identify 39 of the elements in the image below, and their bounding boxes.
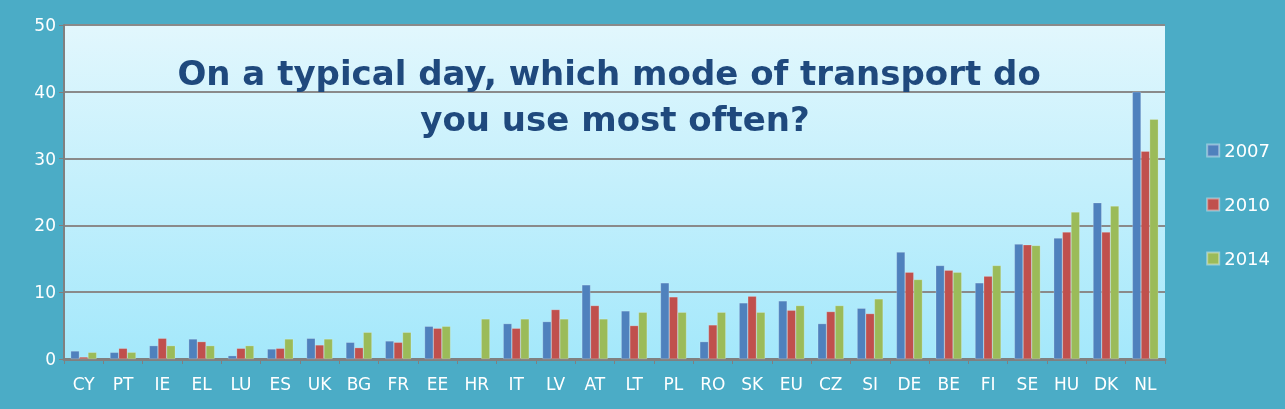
x-tick-label: UK xyxy=(307,373,333,394)
x-tick-label: LV xyxy=(545,373,566,394)
x-tick-label: ES xyxy=(269,373,292,394)
x-tick-label: LT xyxy=(625,373,644,394)
y-tick-label: 10 xyxy=(34,282,56,303)
x-tick-label: SE xyxy=(1016,373,1039,394)
x-tick-label: IE xyxy=(154,373,171,394)
x-tick-label: FR xyxy=(387,373,410,394)
x-tick-label: RO xyxy=(700,373,726,394)
legend-label: 2010 xyxy=(1224,194,1270,215)
x-tick-label: DK xyxy=(1093,373,1119,394)
text: On a typical day, which mode of transport do you use most often? xyxy=(177,53,1053,139)
x-tick-label: PT xyxy=(112,373,134,394)
y-tick-label: 30 xyxy=(34,148,56,169)
x-tick-label: BE xyxy=(937,373,960,394)
x-tick-label: HU xyxy=(1054,373,1080,394)
legend-label: 2014 xyxy=(1224,248,1270,269)
y-tick-label: 20 xyxy=(34,215,56,236)
x-tick-label: LU xyxy=(230,373,252,394)
x-tick-label: CY xyxy=(72,373,96,394)
x-tick-label: HR xyxy=(464,373,490,394)
x-tick-label: NL xyxy=(1134,373,1157,394)
bar xyxy=(481,318,490,359)
y-tick-label: 50 xyxy=(34,15,56,35)
x-tick-label: AT xyxy=(584,373,606,394)
x-tick-label: EU xyxy=(779,373,804,394)
legend-label: 2007 xyxy=(1224,140,1270,161)
x-tick-label: FI xyxy=(980,373,996,394)
x-tick-label: EL xyxy=(191,373,213,394)
x-tick-label: SK xyxy=(741,373,764,394)
y-tick-label: 40 xyxy=(34,81,56,102)
x-tick-label: DE xyxy=(897,373,922,394)
x-tick-label: PL xyxy=(663,373,684,394)
y-tick-label: 0 xyxy=(45,349,56,369)
x-tick-label: SI xyxy=(862,373,878,394)
x-tick-label: IT xyxy=(508,373,525,394)
x-tick-label: CZ xyxy=(819,373,843,394)
x-tick-label: EE xyxy=(426,373,449,394)
x-tick-label: BG xyxy=(346,373,372,394)
